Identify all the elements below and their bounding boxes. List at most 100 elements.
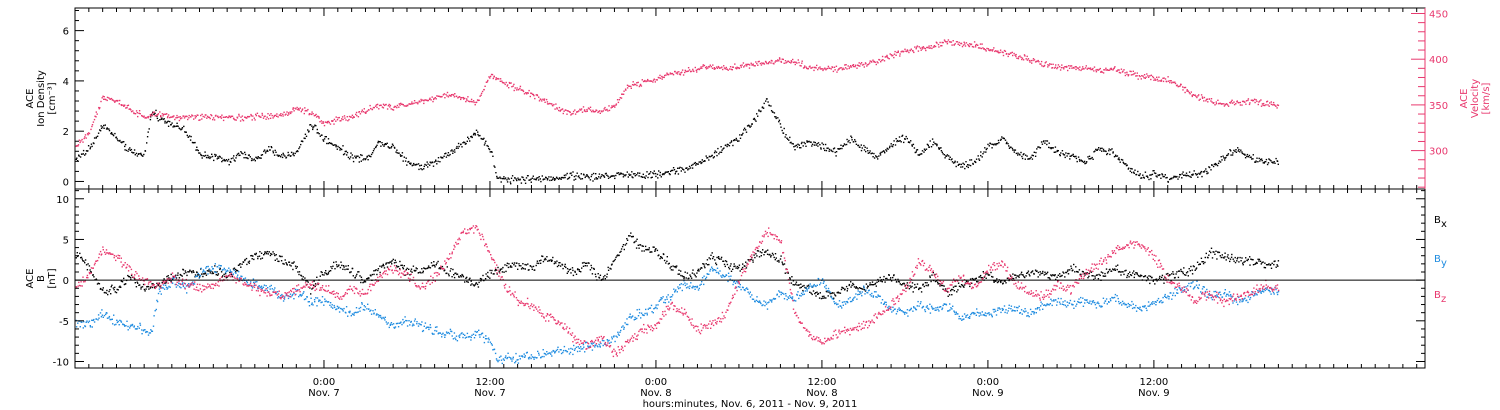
data-point	[91, 145, 93, 148]
data-point	[571, 348, 574, 350]
data-point	[1217, 251, 1219, 254]
data-point	[566, 172, 568, 175]
data-point	[757, 300, 759, 303]
data-point	[1066, 155, 1068, 157]
data-point	[816, 64, 818, 67]
data-point	[709, 64, 711, 66]
data-point	[607, 175, 609, 177]
data-point	[510, 183, 512, 185]
data-point	[532, 265, 535, 268]
data-point	[718, 66, 720, 69]
data-point	[156, 282, 158, 285]
data-point	[861, 147, 863, 149]
data-point	[1047, 64, 1049, 66]
data-point	[1064, 276, 1066, 278]
data-point	[192, 283, 195, 285]
data-point	[1086, 161, 1088, 163]
data-point	[658, 300, 660, 302]
data-point	[612, 175, 614, 177]
data-point	[246, 263, 248, 266]
data-point	[283, 298, 286, 300]
data-point	[511, 175, 514, 177]
data-point	[87, 150, 89, 152]
data-point	[541, 355, 543, 358]
data-point	[145, 288, 147, 290]
data-point	[800, 142, 803, 145]
data-point	[806, 141, 808, 143]
data-point	[495, 358, 498, 360]
data-point	[981, 43, 983, 45]
data-point	[190, 135, 192, 138]
data-point	[430, 262, 433, 264]
data-point	[713, 156, 715, 158]
data-point	[575, 273, 578, 275]
data-point	[137, 325, 139, 328]
data-point	[1257, 103, 1259, 106]
data-point	[525, 177, 528, 179]
data-point	[321, 274, 324, 276]
data-point	[224, 273, 227, 275]
data-point	[988, 274, 991, 276]
data-point	[819, 68, 822, 70]
data-point	[483, 88, 485, 91]
data-point	[1085, 65, 1087, 67]
data-point	[1124, 72, 1126, 74]
data-point	[507, 177, 509, 179]
data-point	[873, 60, 875, 63]
data-point	[205, 267, 207, 269]
data-point	[742, 286, 744, 289]
data-point	[638, 85, 641, 88]
data-point	[91, 125, 93, 128]
data-point	[448, 154, 450, 157]
data-point	[119, 99, 121, 102]
data-point	[668, 262, 670, 265]
data-point	[182, 285, 185, 288]
data-point	[1191, 94, 1193, 97]
data-point	[841, 287, 844, 289]
data-point	[642, 176, 644, 178]
data-point	[383, 267, 386, 269]
data-point	[434, 326, 437, 328]
data-point	[996, 281, 999, 284]
data-point	[1210, 251, 1212, 254]
data-point	[534, 178, 537, 181]
data-point	[135, 286, 138, 288]
data-point	[1268, 263, 1270, 265]
data-point	[599, 345, 601, 347]
data-point	[351, 154, 353, 156]
data-point	[1117, 264, 1119, 266]
data-point	[494, 352, 497, 355]
data-point	[435, 98, 437, 100]
data-point	[1039, 274, 1041, 276]
data-point	[1095, 69, 1097, 71]
data-point	[601, 174, 603, 176]
data-point	[183, 115, 185, 117]
data-point	[420, 98, 422, 101]
data-point	[943, 154, 946, 156]
data-point	[841, 147, 843, 150]
data-point	[189, 284, 191, 286]
data-point	[344, 150, 346, 153]
data-point	[1123, 69, 1125, 71]
data-point	[920, 287, 922, 289]
data-point	[1238, 261, 1240, 263]
data-point	[526, 93, 528, 95]
data-point	[753, 117, 756, 120]
data-point	[1110, 68, 1113, 71]
data-point	[870, 152, 872, 155]
data-point	[1237, 147, 1239, 149]
data-point	[326, 122, 328, 124]
data-point	[156, 117, 159, 120]
data-point	[1275, 157, 1277, 160]
data-point	[452, 268, 454, 271]
data-point	[1057, 66, 1059, 69]
data-point	[165, 286, 168, 288]
data-point	[341, 264, 343, 267]
data-point	[834, 294, 836, 296]
data-point	[307, 129, 309, 131]
data-point	[665, 74, 667, 76]
data-point	[231, 115, 234, 117]
data-point	[275, 292, 277, 295]
data-point	[1081, 270, 1084, 273]
data-point	[933, 141, 935, 143]
